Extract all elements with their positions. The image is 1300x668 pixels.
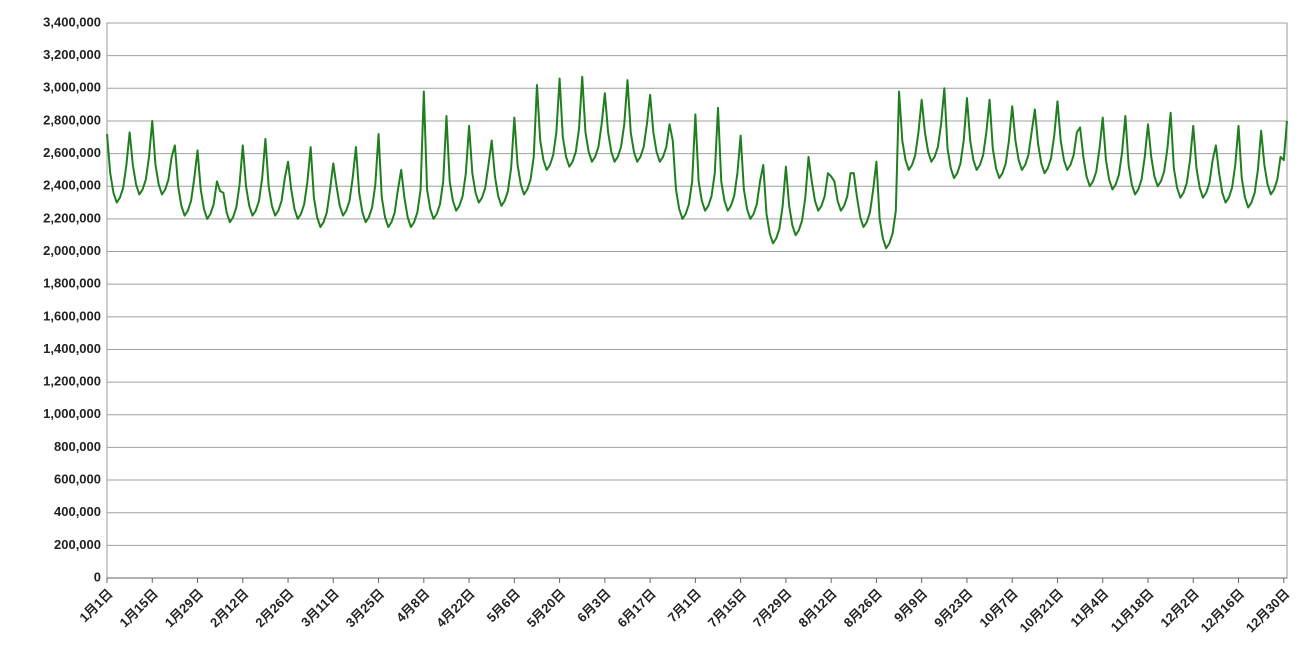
y-tick-label: 3,400,000 — [43, 14, 101, 29]
y-tick-label: 1,200,000 — [43, 374, 101, 389]
x-tick-label: 7月29日 — [750, 586, 794, 630]
x-tick-label: 6月17日 — [614, 586, 658, 630]
x-tick-label: 12月30日 — [1243, 586, 1292, 635]
x-tick-label: 1月15日 — [116, 586, 160, 630]
x-tick-label: 11月4日 — [1067, 586, 1111, 630]
x-tick-label: 1月29日 — [162, 586, 206, 630]
x-tick-label: 2月12日 — [207, 586, 251, 630]
x-tick-label: 9月9日 — [891, 586, 930, 625]
x-tick-label: 5月20日 — [524, 586, 568, 630]
x-tick-label: 3月11日 — [298, 586, 342, 630]
y-tick-label: 2,400,000 — [43, 178, 101, 193]
y-tick-label: 0 — [94, 569, 101, 584]
x-tick-label: 12月2日 — [1157, 586, 1201, 630]
x-tick-label: 1月1日 — [76, 586, 115, 625]
x-tick-label: 6月3日 — [574, 586, 613, 625]
y-tick-label: 1,000,000 — [43, 406, 101, 421]
plot-area — [106, 22, 1288, 579]
x-tick-label: 8月26日 — [841, 586, 885, 630]
y-tick-label: 2,600,000 — [43, 145, 101, 160]
y-tick-label: 3,200,000 — [43, 47, 101, 62]
y-tick-label: 1,800,000 — [43, 276, 101, 291]
x-tick-label: 7月15日 — [705, 586, 749, 630]
x-tick-label: 9月23日 — [931, 586, 975, 630]
y-tick-label: 400,000 — [54, 504, 101, 519]
y-tick-label: 3,000,000 — [43, 80, 101, 95]
x-tick-label: 7月1日 — [665, 586, 704, 625]
y-tick-label: 800,000 — [54, 439, 101, 454]
y-tick-label: 2,200,000 — [43, 210, 101, 225]
y-tick-label: 200,000 — [54, 537, 101, 552]
x-tick-label: 2月26日 — [252, 586, 296, 630]
x-tick-label: 4月8日 — [393, 586, 432, 625]
x-tick-label: 11月18日 — [1108, 586, 1157, 635]
x-tick-label: 10月21日 — [1017, 586, 1066, 635]
line-series — [106, 75, 1288, 250]
x-tick-label: 5月6日 — [484, 586, 523, 625]
x-tick-label: 4月22日 — [433, 586, 477, 630]
y-tick-label: 2,000,000 — [43, 243, 101, 258]
y-tick-label: 1,400,000 — [43, 341, 101, 356]
x-tick-label: 8月12日 — [795, 586, 839, 630]
x-tick-label: 12月16日 — [1198, 586, 1247, 635]
y-tick-label: 2,800,000 — [43, 112, 101, 127]
y-tick-label: 600,000 — [54, 471, 101, 486]
x-tick-label: 3月25日 — [343, 586, 387, 630]
x-tick-label: 10月7日 — [976, 586, 1020, 630]
y-tick-label: 1,600,000 — [43, 308, 101, 323]
